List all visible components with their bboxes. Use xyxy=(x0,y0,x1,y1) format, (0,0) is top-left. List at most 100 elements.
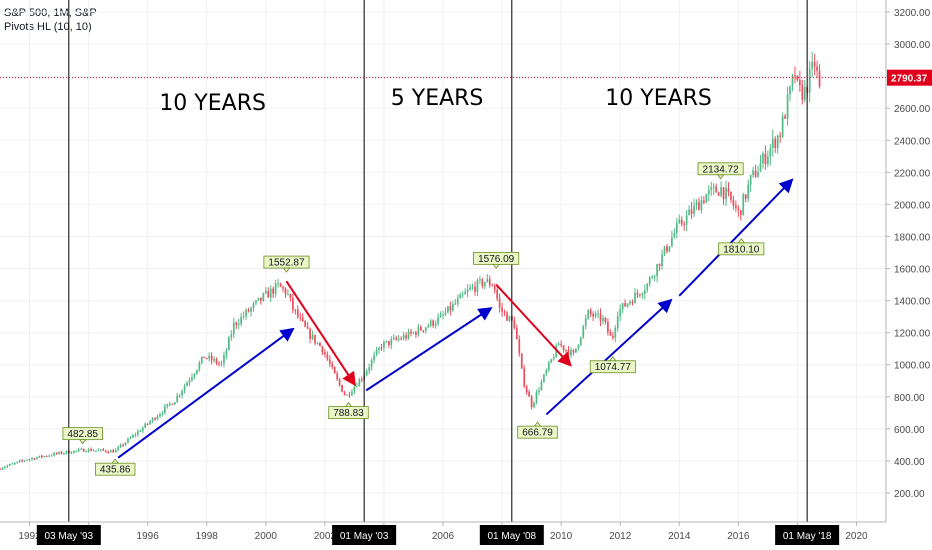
uptrend-arrow xyxy=(678,178,794,297)
candle-body xyxy=(124,442,127,446)
time-axis-label: 1992 xyxy=(18,531,41,542)
candle-body xyxy=(171,403,174,405)
downtrend-arrow xyxy=(495,283,572,367)
candle-body xyxy=(235,322,238,326)
candle-body xyxy=(439,314,442,318)
candle-body xyxy=(629,301,631,304)
time-axis-label: 2014 xyxy=(668,531,691,542)
candle-body xyxy=(690,209,693,214)
candle-body xyxy=(503,311,506,313)
candle-body xyxy=(631,301,634,304)
candle-body xyxy=(82,448,85,452)
candle-body xyxy=(410,331,412,334)
candle-body xyxy=(380,347,383,349)
candle-body xyxy=(555,345,558,358)
candle-body xyxy=(658,264,661,267)
candle-body xyxy=(808,68,811,93)
period-annotation: 10 YEARS xyxy=(159,91,266,116)
candle-body xyxy=(289,293,292,298)
candle-body xyxy=(560,344,562,346)
candle-body xyxy=(434,323,437,326)
candle-body xyxy=(481,279,484,286)
price-axis-label: 2000.00 xyxy=(894,200,931,211)
candle-body xyxy=(213,358,215,361)
date-badge-label: 01 May '03 xyxy=(340,531,389,542)
candle-body xyxy=(801,85,804,100)
candle-body xyxy=(267,290,270,298)
price-axis: 200.00 400.00 600.00 800.00 1000.00 1200.00 14… xyxy=(885,0,932,522)
candle-body xyxy=(730,191,732,200)
candle-body xyxy=(370,360,373,368)
candle-body xyxy=(284,288,287,295)
candle-body xyxy=(540,381,543,391)
candle-body xyxy=(557,344,560,346)
candle-body xyxy=(811,61,814,69)
annotations: 10 YEARS 5 YEARS 10 YEARS xyxy=(159,86,712,116)
candle-body xyxy=(402,335,405,339)
candle-body xyxy=(90,449,92,451)
candle-body xyxy=(506,312,508,321)
candle-body xyxy=(168,403,171,405)
candle-body xyxy=(141,427,144,432)
candle-body xyxy=(287,293,289,295)
candle-body xyxy=(515,327,518,340)
event-lines xyxy=(68,0,808,522)
candle-body xyxy=(390,339,393,346)
candle-body xyxy=(247,309,250,312)
candle-body xyxy=(582,325,585,338)
candle-body xyxy=(653,276,656,278)
price-axis-label: 200.00 xyxy=(894,489,925,500)
pivot-labels: 482.85 435.86 1552.87 788.83 1576.09 666.79 10… xyxy=(62,162,765,476)
candle-body xyxy=(710,187,713,190)
candle-body xyxy=(432,320,435,326)
pivot-pointer xyxy=(78,439,87,445)
candle-body xyxy=(624,303,626,307)
candle-body xyxy=(794,75,796,77)
candle-body xyxy=(351,391,353,396)
trend-arrows xyxy=(117,178,794,459)
candle-body xyxy=(264,290,267,294)
candle-body xyxy=(36,457,38,460)
candle-body xyxy=(395,337,398,340)
candle-body xyxy=(523,368,526,387)
candle-body xyxy=(587,309,590,319)
candle-body xyxy=(518,339,521,354)
candle-body xyxy=(486,279,489,283)
candle-body xyxy=(493,286,496,290)
candle-body xyxy=(698,202,700,211)
candle-body xyxy=(346,394,348,396)
indicator-legend: Pivots HL (10, 10) xyxy=(4,21,92,33)
candle-body xyxy=(250,307,252,312)
candle-body xyxy=(95,450,97,452)
price-axis-label: 2200.00 xyxy=(894,168,931,179)
candle-body xyxy=(774,138,777,149)
candle-body xyxy=(178,394,181,396)
candle-body xyxy=(547,362,550,371)
candle-body xyxy=(407,331,410,339)
candle-body xyxy=(429,320,432,326)
candle-body xyxy=(119,444,122,448)
candle-body xyxy=(18,460,21,462)
candle-body xyxy=(181,390,183,395)
candle-body xyxy=(343,391,346,395)
candle-body xyxy=(533,402,535,408)
candle-body xyxy=(663,246,666,255)
price-axis-label: 1000.00 xyxy=(894,361,931,372)
candle-body xyxy=(11,463,14,465)
candle-body xyxy=(469,287,471,290)
candle-body xyxy=(186,382,188,387)
pivot-pointer xyxy=(282,267,291,273)
candle-body xyxy=(87,449,90,452)
candle-body xyxy=(744,194,747,199)
candle-body xyxy=(16,461,19,463)
candle-body xyxy=(301,317,304,321)
candle-body xyxy=(1,468,4,470)
candle-body xyxy=(651,277,654,279)
candle-body xyxy=(707,189,710,195)
candle-body xyxy=(328,359,331,364)
period-annotation: 5 YEARS xyxy=(391,86,484,111)
candle-body xyxy=(715,186,718,193)
candle-body xyxy=(205,358,208,360)
